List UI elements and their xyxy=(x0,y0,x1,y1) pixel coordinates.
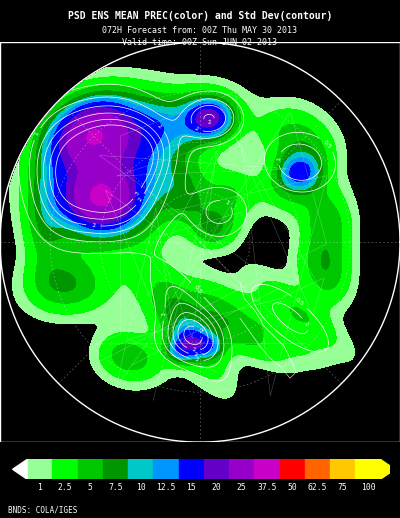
Circle shape xyxy=(0,42,400,442)
Text: 0.5: 0.5 xyxy=(322,139,332,150)
Text: 1: 1 xyxy=(224,199,230,206)
Bar xyxy=(78,459,103,479)
Text: 2: 2 xyxy=(193,352,198,358)
Text: 1: 1 xyxy=(162,312,167,316)
Text: 62.5: 62.5 xyxy=(308,483,327,492)
Text: 0.5: 0.5 xyxy=(192,285,202,295)
Bar xyxy=(229,459,254,479)
Text: 20: 20 xyxy=(212,483,221,492)
Text: Valid time: 00Z Sun JUN 02 2013: Valid time: 00Z Sun JUN 02 2013 xyxy=(122,38,278,47)
Text: 2: 2 xyxy=(156,123,162,130)
Text: 1: 1 xyxy=(37,483,42,492)
Text: 7.5: 7.5 xyxy=(108,483,123,492)
Bar xyxy=(355,459,380,479)
Text: 75: 75 xyxy=(338,483,348,492)
Text: 100: 100 xyxy=(360,483,375,492)
Bar xyxy=(128,459,153,479)
Bar xyxy=(280,459,305,479)
Text: 1: 1 xyxy=(34,131,40,137)
Text: 3: 3 xyxy=(134,191,140,197)
Bar xyxy=(27,459,52,479)
Text: 3: 3 xyxy=(196,328,203,334)
Text: 5: 5 xyxy=(88,483,93,492)
Text: 15: 15 xyxy=(186,483,196,492)
Text: 50: 50 xyxy=(287,483,297,492)
Bar xyxy=(254,459,280,479)
Bar xyxy=(305,459,330,479)
Text: BNDS: COLA/IGES: BNDS: COLA/IGES xyxy=(8,506,77,515)
Polygon shape xyxy=(13,459,27,479)
Bar xyxy=(153,459,178,479)
Bar xyxy=(103,459,128,479)
Text: 2: 2 xyxy=(207,120,212,125)
Text: 1: 1 xyxy=(303,321,309,327)
Text: 2: 2 xyxy=(194,125,200,132)
Text: 2.5: 2.5 xyxy=(58,483,72,492)
Bar xyxy=(178,459,204,479)
Bar xyxy=(330,459,355,479)
Text: 072H Forecast from: 00Z Thu MAY 30 2013: 072H Forecast from: 00Z Thu MAY 30 2013 xyxy=(102,26,298,35)
Text: 37.5: 37.5 xyxy=(257,483,277,492)
Text: 2: 2 xyxy=(191,347,196,353)
Bar xyxy=(52,459,78,479)
Text: 2: 2 xyxy=(137,196,144,203)
Text: 2: 2 xyxy=(194,357,199,363)
Polygon shape xyxy=(380,459,395,479)
Text: 10: 10 xyxy=(136,483,146,492)
Text: PSD ENS MEAN PREC(color) and Std Dev(contour): PSD ENS MEAN PREC(color) and Std Dev(con… xyxy=(68,11,332,21)
Text: 0.5: 0.5 xyxy=(294,297,305,307)
Text: 2: 2 xyxy=(91,223,96,228)
Bar xyxy=(204,459,229,479)
Text: 12.5: 12.5 xyxy=(156,483,176,492)
Text: 1: 1 xyxy=(276,156,282,161)
Text: 25: 25 xyxy=(237,483,246,492)
